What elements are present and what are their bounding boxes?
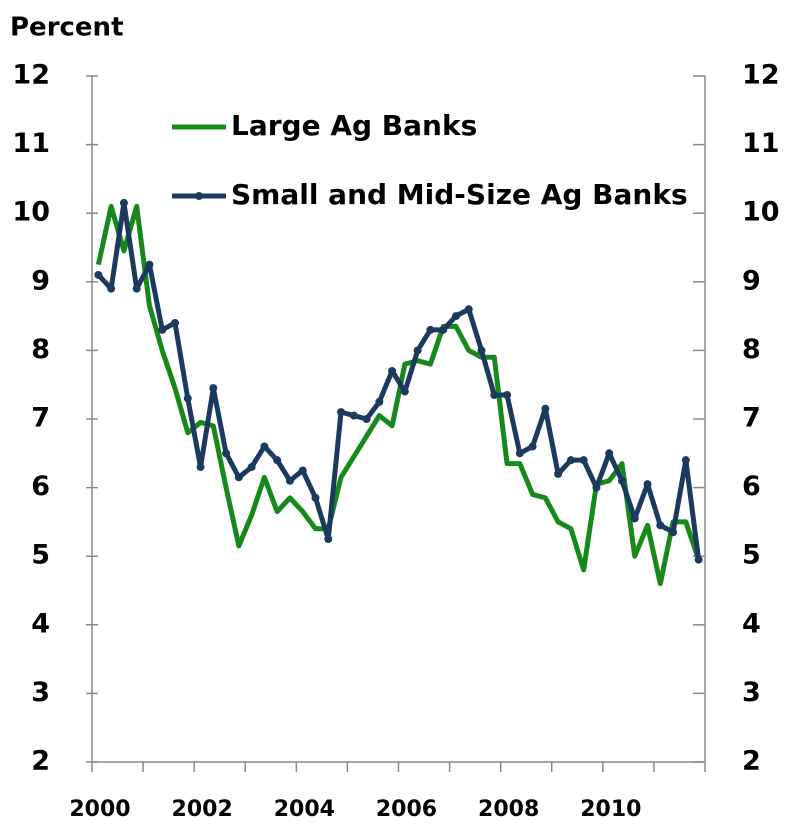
y2-tick-label: 5 [742, 540, 761, 571]
series-marker [681, 456, 690, 465]
y-tick-label: 8 [31, 334, 50, 365]
series-marker [656, 521, 665, 530]
series-marker [592, 483, 601, 492]
series-marker [119, 198, 128, 207]
series-marker [464, 305, 473, 314]
series-marker [451, 312, 460, 321]
y2-tick-label: 6 [742, 471, 761, 502]
series-marker [171, 318, 180, 327]
x-tick-label: 2002 [172, 797, 233, 822]
x-tick-label: 2000 [69, 797, 130, 822]
series-marker [400, 387, 409, 396]
y2-tick-label: 11 [742, 128, 780, 159]
y2-tick-label: 10 [742, 197, 780, 228]
y2-tick-label: 9 [742, 265, 761, 296]
series-marker [503, 390, 512, 399]
series-marker [209, 384, 218, 393]
y-tick-label: 4 [31, 608, 50, 639]
series-marker [528, 442, 537, 451]
series-marker [132, 284, 141, 293]
series-marker [439, 325, 448, 334]
legend-marker [195, 192, 203, 200]
legend-label: Small and Mid-Size Ag Banks [231, 178, 688, 211]
y2-tick-label: 2 [742, 746, 761, 777]
series-marker [541, 404, 550, 413]
series-marker [694, 555, 703, 564]
y-tick-label: 3 [31, 677, 50, 708]
series-line [96, 200, 702, 560]
series-marker [375, 397, 384, 406]
series-marker [183, 394, 192, 403]
series-marker [617, 476, 626, 485]
y-tick-label: 12 [12, 60, 50, 91]
series-marker [94, 270, 103, 279]
series-marker [349, 411, 358, 420]
series-marker [311, 493, 320, 502]
y2-tick-label: 12 [742, 60, 780, 91]
y-tick-label: 6 [31, 471, 50, 502]
series-marker [247, 463, 256, 472]
series-marker [362, 415, 371, 423]
y-axis-label: Percent [10, 13, 124, 43]
series-marker [107, 284, 116, 293]
series-marker [273, 456, 282, 465]
x-tick-label: 2006 [376, 797, 437, 822]
series-marker [477, 346, 486, 355]
series-marker [554, 469, 563, 478]
series-marker [337, 408, 346, 417]
x-tick-label: 2008 [478, 797, 539, 822]
y-tick-label: 7 [31, 403, 50, 434]
y2-tick-label: 3 [742, 677, 761, 708]
series-marker [566, 456, 575, 465]
series-marker [643, 480, 652, 489]
y2-tick-label: 8 [742, 334, 761, 365]
series-marker [388, 366, 397, 375]
series-marker [222, 449, 231, 458]
y-tick-label: 2 [31, 746, 50, 777]
y-tick-label: 5 [31, 540, 50, 571]
y-tick-label: 11 [12, 128, 50, 159]
y-tick-label: 10 [12, 197, 50, 228]
x-tick-label: 2010 [580, 797, 641, 822]
series-marker [426, 325, 435, 334]
series-marker [234, 473, 243, 482]
y2-tick-label: 7 [742, 403, 761, 434]
series-marker [260, 442, 269, 451]
y-tick-label: 9 [31, 265, 50, 296]
legend-label: Large Ag Banks [231, 109, 477, 142]
series-marker [630, 514, 639, 523]
y2-tick-label: 4 [742, 608, 761, 639]
series-marker [579, 456, 588, 465]
series-marker [413, 346, 422, 355]
series-marker [515, 449, 524, 458]
series-marker [605, 449, 614, 458]
series-marker [158, 325, 167, 334]
series-marker [145, 260, 154, 269]
series-marker [298, 466, 307, 475]
series-marker [669, 528, 678, 537]
series-marker [490, 390, 499, 399]
series-marker [285, 476, 294, 485]
series-marker [196, 463, 205, 472]
x-tick-label: 2004 [274, 797, 335, 822]
series-marker [324, 535, 333, 544]
